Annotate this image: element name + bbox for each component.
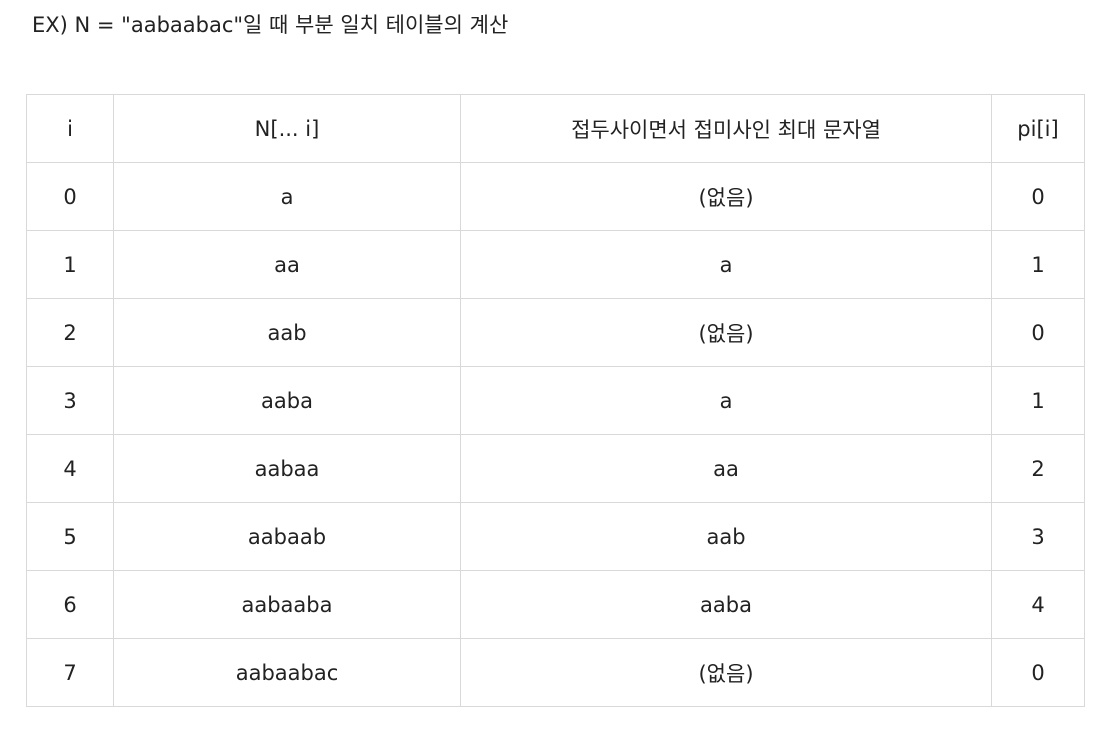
cell-prefix: aabaab (113, 502, 461, 571)
table-row: 5 aabaab aab 3 (26, 502, 1085, 571)
table-row: 7 aabaabac (없음) 0 (26, 638, 1085, 707)
cell-i: 4 (26, 434, 114, 503)
header-prefix: N[... i] (113, 94, 461, 163)
page-title: EX) N = "aabaabac"일 때 부분 일치 테이블의 계산 (32, 13, 509, 37)
cell-pi: 2 (991, 434, 1085, 503)
cell-prefix: aaba (113, 366, 461, 435)
table-body: 0 a (없음) 0 1 aa a 1 2 aab (없음) 0 3 aaba … (26, 162, 1085, 707)
table-row: 6 aabaaba aaba 4 (26, 570, 1085, 639)
table-row: 2 aab (없음) 0 (26, 298, 1085, 367)
table-header: i N[... i] 접두사이면서 접미사인 최대 문자열 pi[i] (26, 94, 1085, 163)
cell-prefix: aabaaba (113, 570, 461, 639)
table-row: 3 aaba a 1 (26, 366, 1085, 435)
cell-max-match: (없음) (460, 162, 992, 231)
cell-pi: 4 (991, 570, 1085, 639)
cell-prefix: aab (113, 298, 461, 367)
cell-prefix: aa (113, 230, 461, 299)
cell-pi: 1 (991, 230, 1085, 299)
cell-pi: 0 (991, 298, 1085, 367)
cell-max-match: (없음) (460, 638, 992, 707)
cell-max-match: aa (460, 434, 992, 503)
cell-pi: 3 (991, 502, 1085, 571)
cell-prefix: aabaa (113, 434, 461, 503)
cell-max-match: (없음) (460, 298, 992, 367)
partial-match-table: i N[... i] 접두사이면서 접미사인 최대 문자열 pi[i] 0 a … (26, 94, 1085, 707)
header-max-match: 접두사이면서 접미사인 최대 문자열 (460, 94, 992, 163)
cell-max-match: a (460, 230, 992, 299)
cell-i: 2 (26, 298, 114, 367)
cell-i: 7 (26, 638, 114, 707)
cell-i: 6 (26, 570, 114, 639)
cell-max-match: aaba (460, 570, 992, 639)
cell-prefix: aabaabac (113, 638, 461, 707)
cell-prefix: a (113, 162, 461, 231)
cell-max-match: a (460, 366, 992, 435)
table-row: 1 aa a 1 (26, 230, 1085, 299)
cell-i: 1 (26, 230, 114, 299)
header-i: i (26, 94, 114, 163)
cell-pi: 1 (991, 366, 1085, 435)
cell-pi: 0 (991, 162, 1085, 231)
table-row: 0 a (없음) 0 (26, 162, 1085, 231)
header-pi: pi[i] (991, 94, 1085, 163)
header-row: i N[... i] 접두사이면서 접미사인 최대 문자열 pi[i] (26, 94, 1085, 163)
cell-i: 0 (26, 162, 114, 231)
cell-i: 5 (26, 502, 114, 571)
cell-pi: 0 (991, 638, 1085, 707)
cell-max-match: aab (460, 502, 992, 571)
table-row: 4 aabaa aa 2 (26, 434, 1085, 503)
cell-i: 3 (26, 366, 114, 435)
